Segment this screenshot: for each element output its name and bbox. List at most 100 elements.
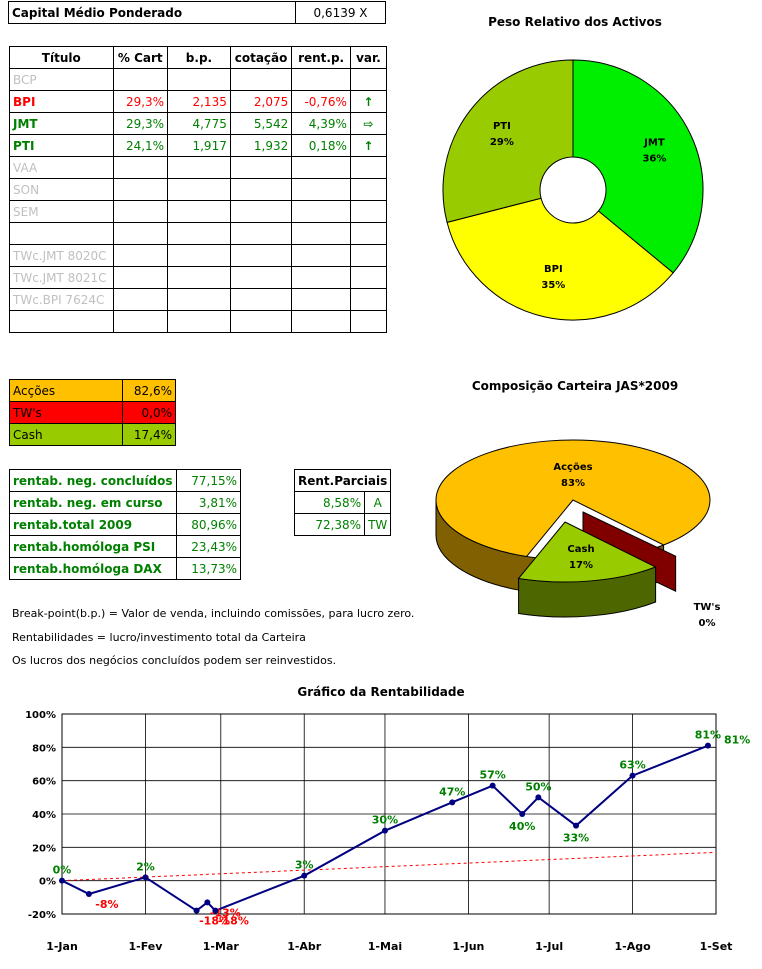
donut-percent: 36%: [642, 154, 666, 165]
data-label: 47%: [439, 785, 465, 798]
cell-title: TWc.JMT 8021C: [9, 266, 114, 289]
line-chart: -20% 0% 20% 40% 60% 80% 100% 1-Jan 1-Fev 1-Mar 1-A…: [25, 710, 750, 953]
cell-bp: [167, 68, 231, 91]
cell-var: [349, 288, 388, 311]
cell-title: PTI: [9, 134, 114, 157]
cell-var: [349, 156, 388, 179]
rent-point: [519, 811, 526, 817]
cell-quote: [229, 68, 293, 91]
capital-label: Capital Médio Ponderado: [8, 1, 296, 24]
rent-point: [489, 782, 496, 789]
cell-rent: [291, 288, 351, 311]
data-label: 50%: [525, 780, 551, 793]
cell-cart: [112, 244, 169, 267]
data-label: 0%: [53, 864, 72, 877]
partials-value: 72,38%: [293, 513, 366, 536]
pie3d-percent: 0%: [699, 618, 716, 629]
note-rentabilidades: Rentabilidades = lucro/investimento tota…: [12, 631, 306, 644]
data-label: 2%: [136, 860, 155, 873]
rentab-row: rentab. neg. em curso 3,81%: [9, 491, 242, 514]
cell-var: ↑: [349, 90, 388, 113]
donut-label: PTI: [493, 121, 511, 132]
rentab-value: 80,96%: [175, 513, 242, 536]
y-tick-label: 100%: [25, 710, 56, 721]
data-label: 33%: [563, 832, 589, 845]
cell-quote: [229, 156, 293, 179]
table-row: [9, 310, 388, 333]
composition-value: 82,6%: [122, 379, 176, 402]
header-cell: rent.p.: [291, 46, 351, 69]
rent-point: [204, 899, 211, 906]
cell-cart: [112, 156, 169, 179]
data-label: -8%: [95, 898, 118, 911]
partials-header-row: Rent.Parciais: [293, 469, 392, 492]
cell-quote: 2,075: [229, 90, 293, 113]
composition-label: Acções: [9, 379, 123, 402]
cell-quote: 5,542: [229, 112, 293, 135]
rentab-label: rentab.homóloga PSI: [9, 535, 177, 558]
cell-bp: [167, 288, 231, 311]
cell-var: ⇨: [349, 112, 388, 135]
cell-rent: -0,76%: [291, 90, 351, 113]
x-tick-label: 1-Set: [700, 940, 733, 953]
cell-bp: [167, 200, 231, 223]
data-label: 81%: [695, 729, 721, 742]
partials-row: 8,58% A: [293, 491, 392, 514]
cell-rent: [291, 200, 351, 223]
cell-rent: [291, 178, 351, 201]
cell-bp: [167, 244, 231, 267]
rentab-row: rentab.homóloga DAX 13,73%: [9, 557, 242, 580]
pie3d-label: TW's: [694, 602, 721, 613]
data-label: 57%: [479, 769, 505, 782]
pie3d-label: Cash: [567, 544, 594, 555]
data-label: -18%: [218, 915, 249, 928]
donut-label: JMT: [643, 138, 665, 149]
capital-value: 0,6139 X: [295, 1, 386, 24]
x-tick-label: 1-Jan: [46, 940, 78, 953]
data-label: 63%: [619, 759, 645, 772]
cell-quote: [229, 266, 293, 289]
rent-point: [85, 891, 92, 897]
pie3d-label: Acções: [553, 462, 592, 473]
rentab-value: 77,15%: [175, 469, 242, 492]
capital-box: Capital Médio Ponderado 0,6139 X: [8, 1, 386, 24]
cell-bp: [167, 266, 231, 289]
rent-point: [142, 874, 149, 881]
pie3d-slice-cash: [517, 521, 657, 583]
cell-quote: [229, 244, 293, 267]
line-title: Gráfico da Rentabilidade: [297, 685, 465, 699]
donut-percent: 35%: [541, 280, 565, 291]
cell-title: VAA: [9, 156, 114, 179]
cell-var: ↑: [349, 134, 388, 157]
cell-var: [349, 266, 388, 289]
note-lucros: Os lucros dos negócios concluídos podem …: [12, 654, 337, 667]
cell-bp: [167, 222, 231, 245]
header-cell: var.: [349, 46, 388, 69]
cell-title: TWc.BPI 7624C: [9, 288, 114, 311]
cell-title: SON: [9, 178, 114, 201]
cell-var: [349, 68, 388, 91]
rentab-label: rentab. neg. concluídos: [9, 469, 177, 492]
data-label: 30%: [372, 814, 398, 827]
composition-label: Cash: [9, 423, 123, 446]
cell-cart: [112, 266, 169, 289]
table-row: BCP: [9, 68, 388, 91]
partials-row: 72,38% TW: [293, 513, 392, 536]
partials-header: Rent.Parciais: [293, 469, 392, 492]
y-tick-label: -20%: [28, 910, 56, 921]
end-label: 81%: [724, 734, 750, 747]
cell-cart: [112, 178, 169, 201]
cell-bp: 1,917: [167, 134, 231, 157]
pie3d-chart: Acções 83% Cash 17% TW's 0%: [435, 439, 721, 629]
cell-var: [349, 178, 388, 201]
donut-slice-pti: [442, 59, 574, 223]
trend-line: [61, 851, 717, 882]
cell-title: [9, 310, 114, 333]
portfolio-table: Título% Cart b.p. cotação rent.p. var. BCP BP…: [9, 46, 388, 333]
cell-title: BPI: [9, 90, 114, 113]
x-tick-label: 1-Jul: [535, 940, 563, 953]
cell-quote: [229, 178, 293, 201]
rent-point: [629, 772, 636, 779]
cell-var: [349, 244, 388, 267]
rent-point: [449, 799, 456, 806]
